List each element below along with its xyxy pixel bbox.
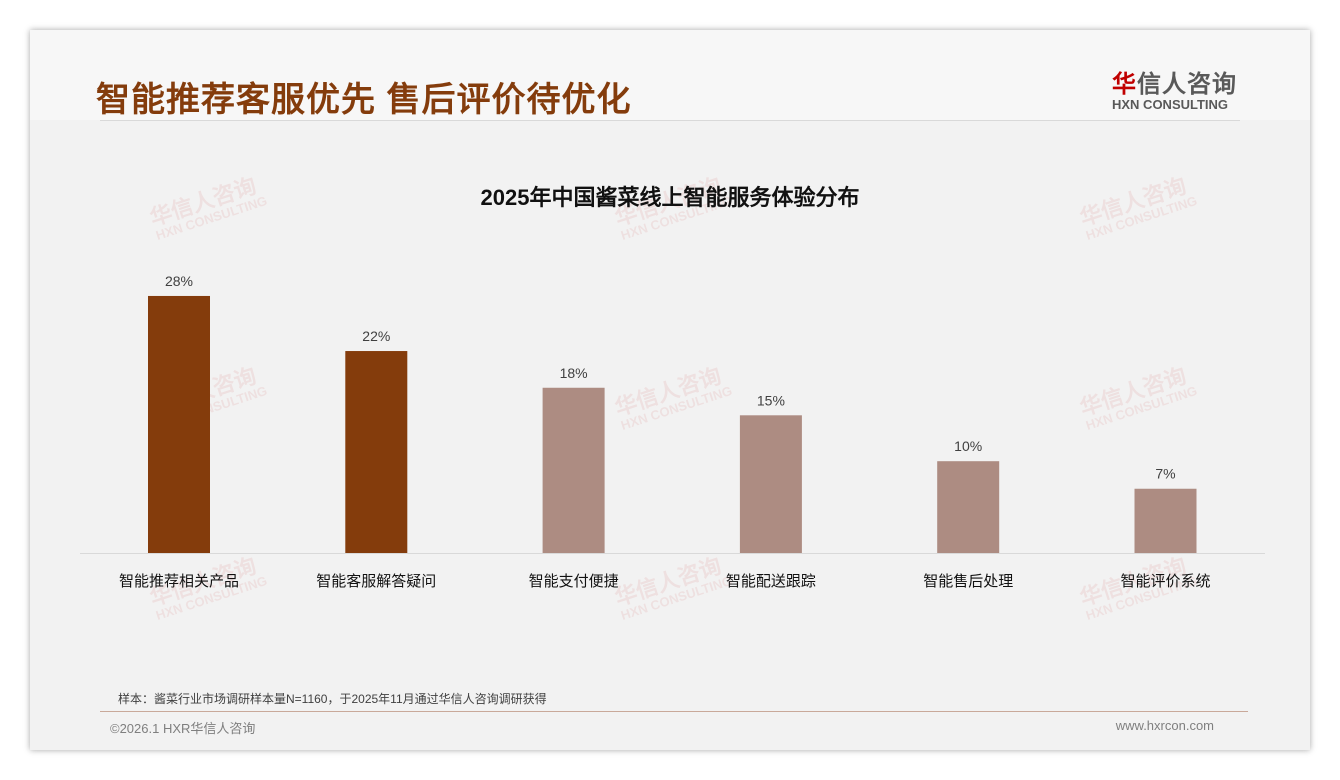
sample-note: 样本：酱菜行业市场调研样本量N=1160，于2025年11月通过华信人咨询调研获… xyxy=(118,692,547,706)
category-label: 智能配送跟踪 xyxy=(726,572,816,590)
bar xyxy=(542,387,605,553)
chart-title: 2025年中国酱菜线上智能服务体验分布 xyxy=(480,185,860,210)
bar xyxy=(1134,488,1197,553)
bar-chart: 28% 智能推荐相关产品 22% 智能客服解答疑问 18% 智能支付便捷 15% 智能配送跟踪… xyxy=(80,273,1265,590)
data-label: 10% xyxy=(954,438,982,454)
category-label: 智能客服解答疑问 xyxy=(316,572,436,590)
category-label: 智能推荐相关产品 xyxy=(119,572,239,590)
bar xyxy=(937,461,1000,553)
category-label: 智能售后处理 xyxy=(923,572,1013,590)
bar xyxy=(148,295,210,553)
category-label: 智能评价系统 xyxy=(1120,572,1210,590)
logo-accent: 华 xyxy=(1112,71,1137,98)
website-link[interactable]: www.hxrcon.com xyxy=(1115,718,1214,733)
data-label: 18% xyxy=(560,365,588,381)
data-label: 15% xyxy=(757,392,785,408)
copyright: ©2026.1 HXR华信人咨询 xyxy=(110,721,256,736)
page-title: 智能推荐客服优先 售后评价待优化 xyxy=(96,81,632,119)
data-label: 7% xyxy=(1155,466,1175,482)
data-label: 28% xyxy=(165,273,193,289)
logo-en: HXN CONSULTING xyxy=(1112,97,1229,112)
footer-divider xyxy=(100,711,1248,712)
data-label: 22% xyxy=(362,328,390,344)
category-label: 智能支付便捷 xyxy=(529,572,619,590)
header-divider xyxy=(100,120,1240,121)
logo: 华信人咨询 HXN CONSULTING xyxy=(1112,64,1237,112)
header xyxy=(30,30,1310,120)
bar xyxy=(739,415,802,553)
logo-text: 信人咨询 xyxy=(1137,71,1237,98)
slide: 智能推荐客服优先 售后评价待优化 华信人咨询 HXN CONSULTING 华信… xyxy=(30,30,1310,750)
bar xyxy=(345,351,408,553)
